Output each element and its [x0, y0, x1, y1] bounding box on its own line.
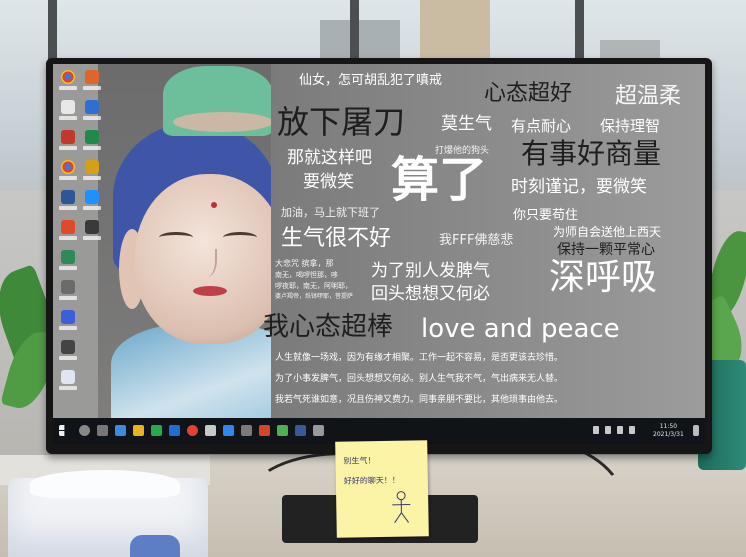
tissue-pack-top	[30, 470, 180, 498]
app-icon[interactable]	[81, 100, 103, 128]
taskbar-app-icon[interactable]	[313, 425, 324, 436]
app-icon[interactable]	[81, 130, 103, 158]
wallpaper-phrase: 放下屠刀	[277, 103, 406, 141]
app-icon[interactable]	[81, 70, 103, 98]
app-icon[interactable]	[57, 100, 79, 128]
app-icon[interactable]	[57, 190, 79, 218]
desktop-icon-column	[53, 64, 105, 418]
wallpaper-phrase: 心态超好	[484, 81, 573, 106]
taskbar-app-icon[interactable]	[241, 425, 252, 436]
wallpaper-phrase: 有事好商量	[521, 137, 662, 170]
wallpaper-phrase: 你只要苟住	[513, 208, 579, 223]
recycle-bin-icon[interactable]	[57, 370, 79, 398]
taskbar-clock[interactable]: 11:50 2021/3/31	[653, 423, 684, 439]
guanyin-forehead-dot	[211, 202, 217, 208]
chrome-icon[interactable]	[57, 70, 79, 98]
wallpaper-phrase: 我心态超棒	[263, 312, 394, 342]
wallpaper-phrase: 保持理智	[600, 117, 661, 135]
app-icon[interactable]	[57, 130, 79, 158]
network-icon[interactable]	[605, 426, 611, 434]
guanyin-crown-band	[173, 112, 273, 132]
input-method-icon[interactable]	[629, 426, 635, 434]
wallpaper-phrase: 莫生气	[441, 114, 492, 134]
wallpaper-mantra: 啰夜耶，南无，阿唎耶，	[275, 282, 352, 290]
wallpaper-phrase: 有点耐心	[511, 117, 572, 135]
chrome-icon[interactable]	[57, 160, 79, 188]
taskbar-app-icon[interactable]	[205, 425, 216, 436]
app-icon[interactable]	[81, 220, 103, 248]
sticky-note-line: 别生气！	[343, 456, 376, 466]
app-icon[interactable]	[81, 190, 103, 218]
stick-figure-drawing	[392, 491, 411, 524]
tissue-pack-label	[130, 535, 180, 557]
monitor: 仙女，怎可胡乱犯了嗔戒 心态超好 超温柔 放下屠刀 莫生气 有点耐心 保持理智 …	[46, 58, 712, 454]
search-icon[interactable]	[79, 425, 90, 436]
start-button-icon[interactable]	[59, 425, 65, 436]
folder-icon[interactable]	[133, 425, 144, 436]
taskbar-app-icon[interactable]	[151, 425, 162, 436]
taskbar-app-icon[interactable]	[223, 425, 234, 436]
app-icon[interactable]	[81, 160, 103, 188]
wallpaper-phrase: 打爆他的狗头	[435, 146, 490, 156]
taskbar-app-icon[interactable]	[259, 425, 270, 436]
sticky-note-line: 好好的聊天！！	[343, 475, 400, 486]
wallpaper-phrase: 为了别人发脾气	[371, 261, 490, 281]
wallpaper-mantra: 大悲咒 摈拿，那	[275, 259, 334, 268]
app-icon[interactable]	[57, 250, 79, 278]
wallpaper-phrase: 我FFF佛慈悲	[439, 233, 514, 248]
app-icon[interactable]	[57, 280, 79, 308]
app-icon[interactable]	[57, 310, 79, 338]
wallpaper-phrase: 超温柔	[615, 84, 682, 109]
wallpaper-phrase: 生气很不好	[281, 226, 392, 251]
volume-icon[interactable]	[617, 426, 623, 434]
windows-taskbar: 11:50 2021/3/31	[53, 418, 705, 444]
clock-date: 2021/3/31	[653, 431, 684, 438]
guanyin-lips	[193, 286, 227, 296]
wallpaper-mantra: 婆卢羯帝，烁钵啰耶，菩提萨	[275, 293, 354, 300]
wallpaper-poem-line: 为了小事发脾气，回头想想又何必。别人生气我不气，气出病来无人替。	[275, 374, 564, 384]
sticky-note: 别生气！ 好好的聊天！！	[335, 440, 429, 538]
wallpaper-phrase: 为师自会送他上西天	[553, 225, 662, 239]
desktop-screen: 仙女，怎可胡乱犯了嗔戒 心态超好 超温柔 放下屠刀 莫生气 有点耐心 保持理智 …	[53, 64, 705, 444]
app-icon[interactable]	[57, 220, 79, 248]
taskbar-app-icon[interactable]	[295, 425, 306, 436]
taskbar-app-icon[interactable]	[115, 425, 126, 436]
tray-arrow-icon[interactable]	[593, 426, 599, 434]
wallpaper-phrase: love and peace	[421, 314, 620, 344]
task-view-icon[interactable]	[97, 425, 108, 436]
wallpaper-phrase: 保持一颗平常心	[557, 242, 655, 258]
wallpaper-mantra: 南无，喝啰怛那，哆	[275, 271, 338, 279]
wallpaper-phrase: 回头想想又何必	[371, 284, 490, 304]
notification-icon[interactable]	[693, 425, 699, 436]
wallpaper-phrase-large: 算了	[391, 152, 488, 208]
wallpaper-phrase: 要微笑	[303, 172, 354, 192]
wallpaper-phrase: 仙女，怎可胡乱犯了嗔戒	[299, 73, 443, 88]
wallpaper-phrase: 那就这样吧	[287, 148, 372, 168]
wallpaper-phrase-large: 深呼吸	[549, 257, 658, 298]
wallpaper-text-area: 仙女，怎可胡乱犯了嗔戒 心态超好 超温柔 放下屠刀 莫生气 有点耐心 保持理智 …	[263, 64, 705, 418]
wallpaper-poem-line: 人生就像一场戏，因为有缘才相聚。工作一起不容易，是否更该去珍惜。	[275, 353, 564, 363]
guanyin-eye	[223, 232, 257, 243]
wallpaper-poem-line: 我若气死谁如意，况且伤神又费力。同事亲朋不要比，其他琐事由他去。	[275, 395, 564, 405]
wallpaper-phrase: 加油，马上就下班了	[281, 206, 380, 219]
taskbar-app-icon[interactable]	[169, 425, 180, 436]
wechat-icon[interactable]	[277, 425, 288, 436]
clock-time: 11:50	[659, 423, 678, 430]
chrome-icon[interactable]	[187, 425, 198, 436]
wallpaper-phrase: 时刻谨记，要微笑	[511, 177, 647, 197]
guanyin-eye	[159, 232, 193, 243]
app-icon[interactable]	[57, 340, 79, 368]
guanyin-nose	[201, 249, 217, 277]
